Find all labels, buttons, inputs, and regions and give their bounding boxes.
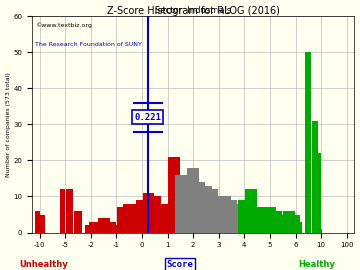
Bar (200, 186, 212, 232)
Bar (168, 157, 180, 232)
Bar (98, 218, 109, 232)
Bar (219, 197, 231, 232)
Bar (175, 175, 186, 232)
Text: Score: Score (167, 260, 193, 269)
Bar (213, 197, 225, 232)
Bar (111, 225, 122, 232)
Bar (162, 204, 174, 232)
Title: Z-Score Histogram for RLOG (2016): Z-Score Histogram for RLOG (2016) (107, 6, 280, 16)
Bar (143, 193, 154, 232)
Bar (66, 189, 73, 232)
Bar (117, 207, 129, 232)
Bar (289, 214, 297, 232)
Text: Healthy: Healthy (298, 260, 335, 269)
Text: ©www.textbiz.org: ©www.textbiz.org (35, 23, 92, 28)
Text: 0.221: 0.221 (134, 113, 161, 122)
Bar (149, 197, 161, 232)
Bar (305, 52, 311, 232)
Bar (156, 204, 167, 232)
Bar (312, 121, 318, 232)
Bar (40, 214, 45, 232)
Bar (251, 207, 263, 232)
Bar (297, 214, 300, 232)
Bar (74, 211, 82, 232)
Bar (187, 168, 199, 232)
Bar (232, 204, 244, 232)
Bar (91, 222, 103, 232)
Bar (123, 204, 135, 232)
Bar (89, 222, 97, 232)
Text: Unhealthy: Unhealthy (19, 260, 68, 269)
Bar (258, 207, 269, 232)
Bar (264, 207, 276, 232)
Bar (270, 211, 282, 232)
Bar (104, 222, 116, 232)
Y-axis label: Number of companies (573 total): Number of companies (573 total) (5, 72, 10, 177)
Bar (238, 200, 250, 232)
Bar (181, 175, 193, 232)
Text: Sector: Industrials: Sector: Industrials (155, 6, 231, 15)
Bar (283, 211, 295, 232)
Bar (136, 200, 148, 232)
Bar (35, 211, 40, 232)
Bar (226, 200, 238, 232)
Bar (85, 225, 89, 232)
Bar (296, 214, 298, 232)
Bar (194, 182, 206, 232)
Bar (207, 189, 218, 232)
Bar (318, 153, 321, 232)
Bar (130, 204, 141, 232)
Bar (245, 189, 257, 232)
Bar (299, 222, 302, 232)
Text: The Research Foundation of SUNY: The Research Foundation of SUNY (35, 42, 142, 47)
Bar (277, 214, 289, 232)
Bar (60, 189, 65, 232)
